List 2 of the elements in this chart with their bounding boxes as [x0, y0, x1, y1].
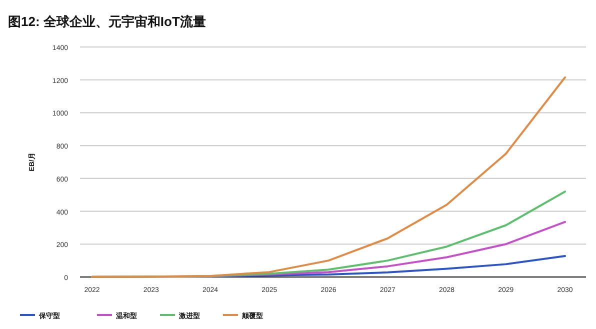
line-series — [91, 76, 566, 278]
chart-title: 图12: 全球企业、元宇宙和IoT流量 — [8, 14, 206, 29]
